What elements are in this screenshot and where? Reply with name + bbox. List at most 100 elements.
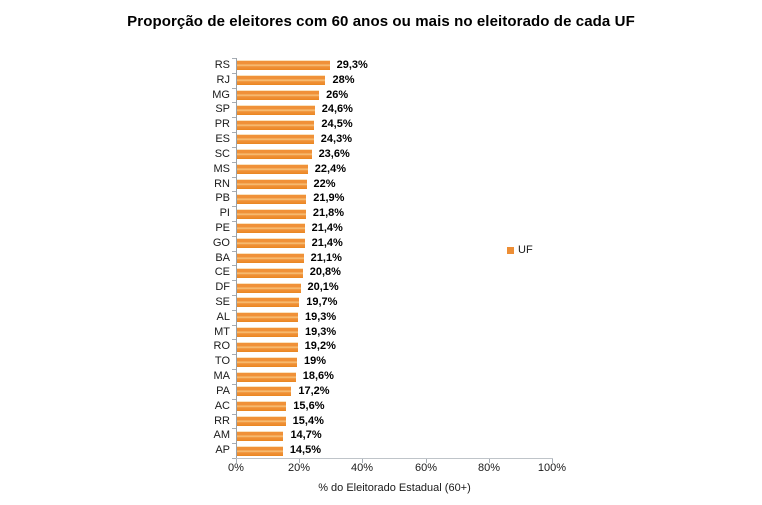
bar-row: BA 21,1% [215,251,552,266]
x-axis-tick [299,459,300,463]
bar-row: PB 21,9% [215,191,552,206]
bar-row: DF 20,1% [215,280,552,295]
category-label: MT [214,325,230,338]
legend-swatch-icon [507,246,514,254]
x-axis-tick [426,459,427,463]
category-label: PA [216,384,230,397]
category-label: PR [214,118,230,131]
category-label: CE [214,266,230,279]
legend-label: UF [518,244,533,256]
bar-row: RO 19,2% [214,339,552,354]
value-label: 26% [326,88,349,101]
bar-row: SC 23,6% [215,147,552,162]
bar [237,430,284,441]
category-label: TO [214,355,230,368]
category-label: BA [215,251,230,264]
y-axis-tick [232,325,236,326]
bar-row: RR 15,4% [214,414,552,429]
bar [237,104,315,115]
x-axis-title: % do Eleitorado Estadual (60+) [318,482,471,494]
value-label: 20,8% [309,266,341,279]
bar [237,445,283,456]
category-label: GO [212,236,230,249]
x-tick-label: 80% [477,462,501,474]
y-axis-line [236,58,237,459]
y-axis-tick [232,147,236,148]
y-axis-tick [232,399,236,400]
x-tick-label: 60% [414,462,438,474]
y-axis-tick [232,265,236,266]
category-label: AL [216,310,230,323]
y-axis-tick [232,221,236,222]
bar [237,267,303,278]
value-label: 14,7% [290,429,322,442]
value-label: 21,9% [313,192,345,205]
legend: UF [507,244,533,256]
y-axis-tick [232,117,236,118]
category-label: RS [214,59,230,71]
x-tick-label: 20% [287,462,311,474]
y-axis-tick [232,428,236,429]
bar-row: AP 14,5% [215,443,552,458]
y-axis-tick [232,73,236,74]
y-axis-tick [232,339,236,340]
bar [237,252,304,263]
bar-row: PA 17,2% [216,384,552,399]
bar [237,312,298,323]
bar [237,415,286,426]
chart-title: Proporção de eleitores com 60 anos ou ma… [127,13,635,30]
bar-row: PI 21,8% [220,206,552,221]
bar-row: ES 24,3% [215,132,552,147]
value-label: 19,3% [304,325,337,338]
x-axis-tick [362,459,363,463]
category-label: RN [214,177,230,190]
y-axis-tick [232,177,236,178]
y-axis-tick [232,458,236,459]
bar [237,60,330,71]
bar [237,282,301,293]
value-label: 14,5% [289,444,322,457]
x-axis-line [236,458,553,459]
bar-row: RN 22% [214,177,552,192]
bar-row: GO 21,4% [213,236,552,251]
y-axis-tick [232,162,236,163]
value-label: 21,1% [310,251,342,264]
bar-row: CE 20,8% [215,265,552,280]
x-tick-label: 100% [537,462,567,474]
bar-row: MS 22,4% [214,162,552,177]
value-label: 19% [304,355,327,368]
y-axis-tick [232,132,236,133]
y-axis-tick [232,443,236,444]
bar [237,386,292,397]
value-label: 15,6% [293,399,325,412]
y-axis-tick [232,369,236,370]
bar-row: AM 14,7% [214,428,552,443]
bar [237,238,305,249]
category-label: ES [215,133,230,146]
y-axis-tick [232,280,236,281]
x-axis-tick [552,459,553,463]
value-label: 22,4% [314,162,346,175]
bar-row: RS 29,3% [215,58,552,73]
value-label: 15,4% [292,414,324,427]
value-label: 19,7% [306,296,338,309]
category-label: DF [215,281,230,294]
bar-row: PE 21,4% [215,221,552,236]
bar [237,193,307,204]
bar-row: SP 24,6% [215,102,552,117]
category-label: RJ [216,73,230,86]
bar-row: MT 19,3% [214,325,552,340]
y-axis-tick [232,414,236,415]
bar [237,164,308,175]
x-axis-tick [489,459,490,463]
x-axis-tick [236,459,237,463]
value-label: 21,4% [311,221,343,234]
y-axis-tick [232,295,236,296]
value-label: 18,6% [302,370,334,383]
value-label: 24,3% [320,133,352,146]
bar [237,134,314,145]
bar-row: RJ 28% [217,73,552,88]
value-label: 22% [313,177,336,190]
value-label: 19,2% [304,340,336,353]
